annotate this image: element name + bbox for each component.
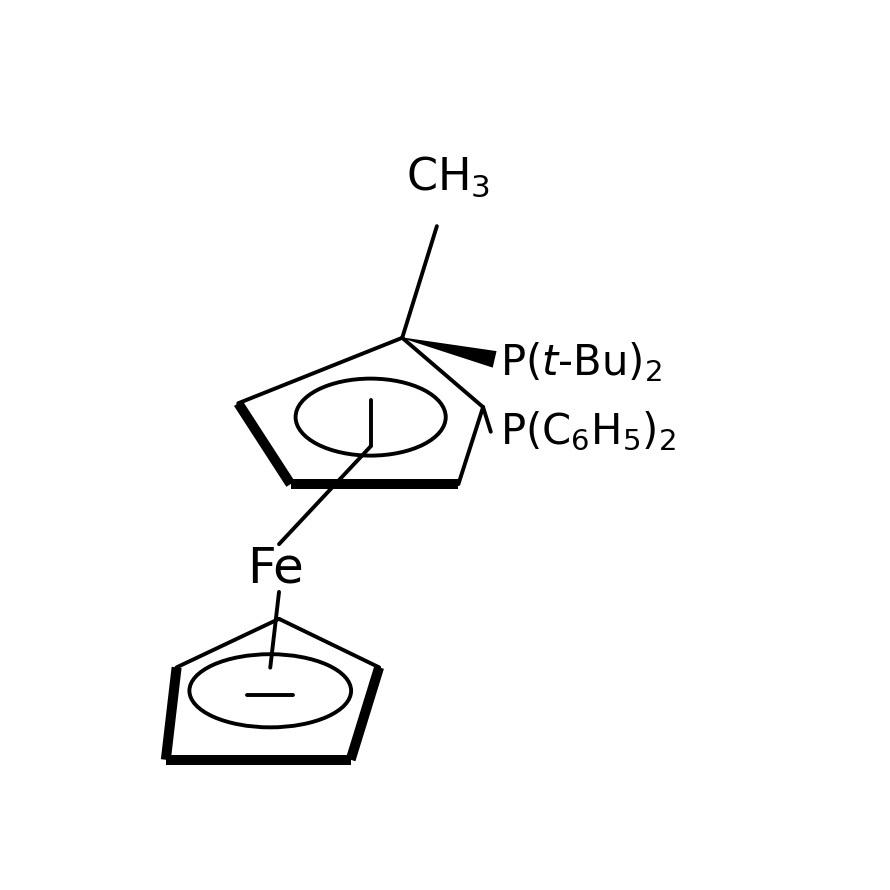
Text: CH$_3$: CH$_3$	[407, 155, 490, 199]
Polygon shape	[402, 337, 497, 368]
Polygon shape	[290, 479, 458, 490]
Text: P(C$_6$H$_5$)$_2$: P(C$_6$H$_5$)$_2$	[500, 410, 676, 453]
Text: Fe: Fe	[247, 545, 303, 593]
Polygon shape	[161, 667, 182, 760]
Polygon shape	[234, 400, 295, 487]
Text: P($\mathit{t}$-Bu)$_2$: P($\mathit{t}$-Bu)$_2$	[500, 341, 662, 384]
Polygon shape	[166, 755, 351, 765]
Polygon shape	[346, 666, 384, 761]
